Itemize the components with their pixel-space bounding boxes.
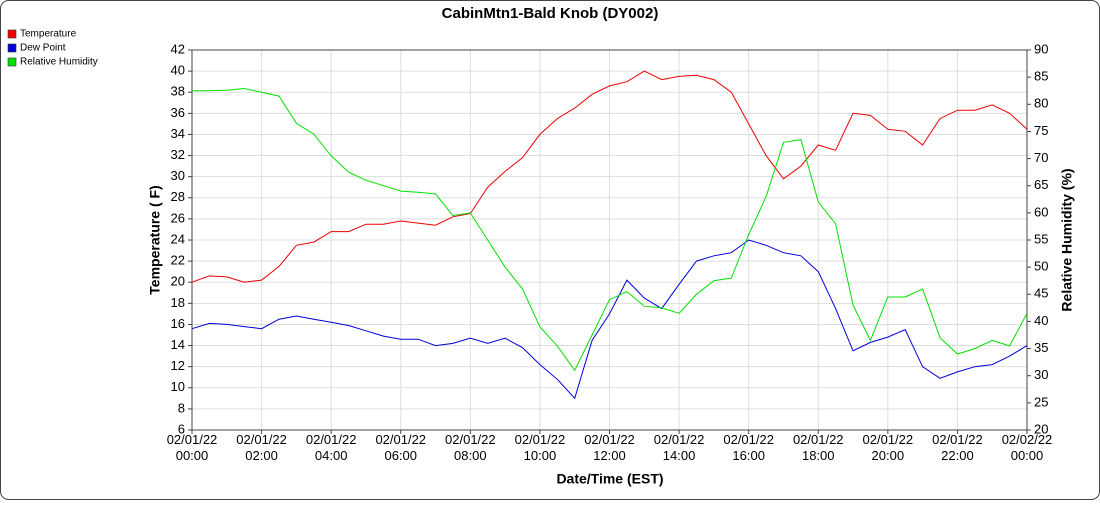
y2-tick-label: 80 — [1034, 96, 1048, 111]
x-tick-label: 02/01/22 10:00 — [515, 432, 566, 463]
y-tick-label: 24 — [171, 231, 185, 246]
y-tick-label: 32 — [171, 147, 185, 162]
x-tick-label: 02/01/22 22:00 — [932, 432, 983, 463]
legend-label: Temperature — [20, 29, 77, 40]
y2-tick-label: 20 — [1034, 421, 1048, 436]
y2-tick-label: 55 — [1034, 231, 1048, 246]
y2-axis-label: Relative Humidity (%) — [1059, 168, 1075, 311]
x-tick-label: 02/01/22 08:00 — [445, 432, 496, 463]
y-tick-label: 42 — [171, 41, 185, 56]
y2-tick-label: 85 — [1034, 69, 1048, 84]
x-tick-label: 02/01/22 18:00 — [793, 432, 844, 463]
series-line — [192, 87, 1028, 372]
y2-tick-label: 25 — [1034, 394, 1048, 409]
y-tick-label: 22 — [171, 253, 185, 268]
x-tick-label: 02/01/22 14:00 — [654, 432, 705, 463]
series-line — [191, 239, 1028, 400]
x-axis-label: Date/Time (EST) — [556, 471, 663, 487]
y2-tick-label: 50 — [1034, 259, 1048, 274]
y2-tick-label: 60 — [1034, 204, 1048, 219]
y-tick-label: 12 — [171, 358, 185, 373]
y-tick-label: 20 — [171, 274, 185, 289]
x-tick-label: 02/01/22 16:00 — [723, 432, 774, 463]
y-tick-label: 34 — [171, 126, 185, 141]
x-tick-label: 02/01/22 02:00 — [236, 432, 287, 463]
y-tick-label: 14 — [171, 337, 185, 352]
x-tick-label: 02/01/22 00:00 — [167, 432, 218, 463]
x-tick-label: 02/01/22 06:00 — [375, 432, 426, 463]
y-tick-label: 26 — [171, 210, 185, 225]
legend-swatch — [7, 43, 17, 53]
y-tick-label: 30 — [171, 168, 185, 183]
x-tick-label: 02/01/22 12:00 — [584, 432, 635, 463]
y2-tick-label: 40 — [1034, 313, 1048, 328]
y2-tick-label: 45 — [1034, 286, 1048, 301]
y-tick-label: 8 — [178, 400, 185, 415]
y-tick-label: 38 — [171, 84, 185, 99]
y-tick-label: 6 — [178, 421, 185, 436]
y-tick-label: 10 — [171, 379, 185, 394]
legend-label: Relative Humidity — [20, 57, 98, 68]
chart-title: CabinMtn1-Bald Knob (DY002) — [442, 5, 659, 22]
series-line — [191, 70, 1028, 283]
legend-swatch — [7, 57, 17, 67]
y-tick-label: 36 — [171, 105, 185, 120]
y2-tick-label: 65 — [1034, 177, 1048, 192]
y-axis-label: Temperature ( F) — [147, 185, 163, 294]
y-tick-label: 18 — [171, 295, 185, 310]
y2-tick-label: 90 — [1034, 41, 1048, 56]
x-tick-label: 02/02/22 00:00 — [1002, 432, 1053, 463]
legend-swatch — [7, 29, 17, 39]
x-tick-label: 02/01/22 20:00 — [863, 432, 914, 463]
x-tick-label: 02/01/22 04:00 — [306, 432, 357, 463]
legend-label: Dew Point — [20, 43, 66, 54]
y-tick-label: 40 — [171, 63, 185, 78]
y2-tick-label: 30 — [1034, 367, 1048, 382]
y2-tick-label: 70 — [1034, 150, 1048, 165]
y-tick-label: 16 — [171, 316, 185, 331]
plot-border — [191, 49, 1028, 431]
y2-tick-label: 35 — [1034, 340, 1048, 355]
y2-tick-label: 75 — [1034, 123, 1048, 138]
y-tick-label: 28 — [171, 189, 185, 204]
